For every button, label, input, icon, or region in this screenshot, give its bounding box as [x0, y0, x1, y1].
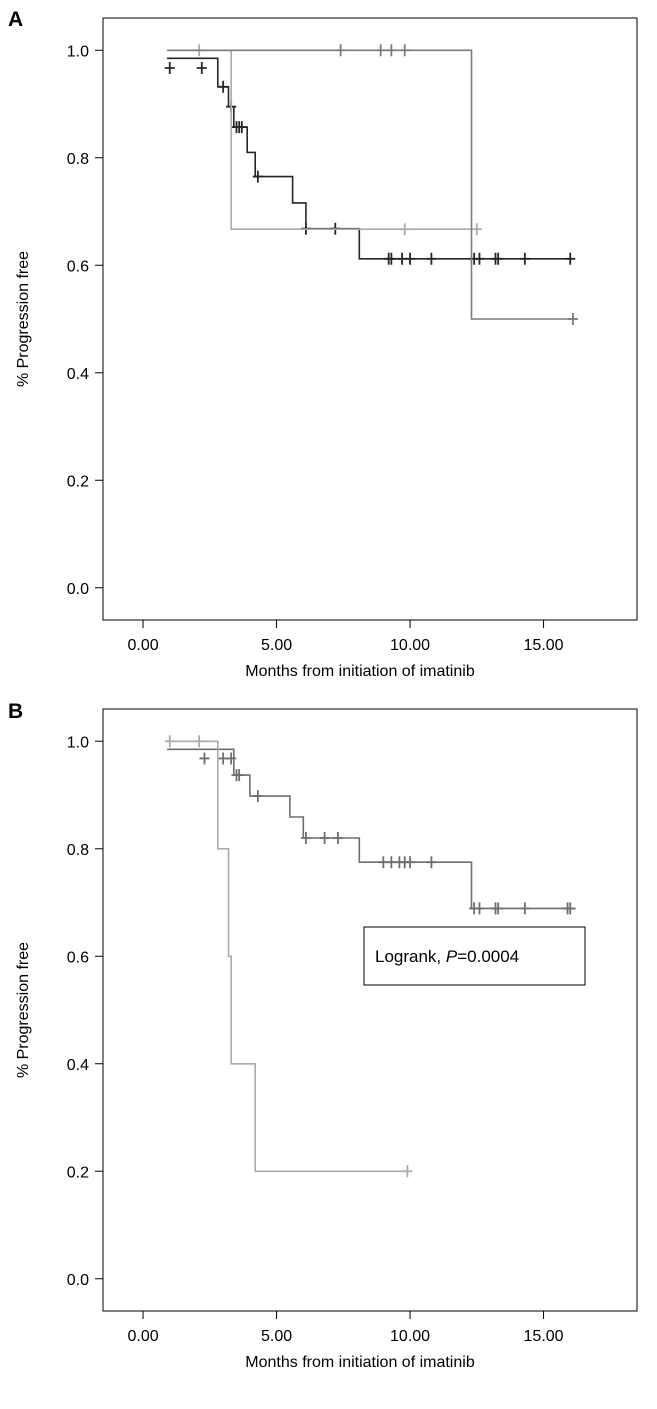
panel-a: A 0.0 0.2 0.4 0.6 0.8 1.0 0.00 5.00 10.00 15.00 Mon…: [8, 8, 638, 680]
panel-b: B 0.0 0.2 0.4 0.6 0.8 1.0 0.00 5.00 10.00 15.00 Mon…: [8, 700, 638, 1371]
panel-label: A: [8, 8, 23, 31]
y-tick-label: 0.2: [67, 473, 89, 490]
censor-mark: [519, 902, 530, 915]
x-axis-label: Months from initiation of imatinib: [245, 1354, 475, 1371]
censor-mark: [565, 902, 576, 915]
x-tick-label: 0.00: [127, 1328, 158, 1345]
x-tick-label: 15.00: [524, 637, 564, 654]
censor-mark: [226, 752, 237, 765]
x-axis-label: Months from initiation of imatinib: [245, 663, 475, 680]
y-tick-label: 0.6: [67, 949, 89, 966]
x-tick-label: 5.00: [261, 1328, 292, 1345]
series-2-line: [167, 740, 408, 1173]
censor-mark: [565, 252, 576, 265]
censor-mark: [399, 223, 410, 236]
series-2-line: [167, 49, 480, 230]
censor-mark: [405, 252, 416, 265]
censor-mark: [471, 223, 482, 236]
censor-mark: [164, 735, 175, 748]
annotation-text: Logrank, P=0.0004: [375, 947, 519, 966]
censor-mark: [252, 790, 263, 803]
censor-mark: [164, 61, 175, 74]
censor-mark: [252, 170, 263, 183]
censor-mark: [300, 832, 311, 844]
censor-mark: [386, 44, 397, 57]
y-tick-label: 0.4: [67, 1057, 89, 1074]
censor-mark: [196, 61, 207, 74]
y-tick-label: 0.8: [67, 151, 89, 168]
censor-mark: [199, 752, 210, 765]
x-tick-label: 0.00: [127, 637, 158, 654]
y-tick-label: 0.8: [67, 842, 89, 859]
censor-mark: [236, 121, 247, 134]
y-tick-label: 0.0: [67, 581, 89, 598]
censor-mark: [426, 856, 437, 869]
censor-mark: [386, 252, 397, 265]
censor-mark: [332, 832, 343, 844]
censor-mark: [474, 252, 485, 265]
y-axis-label: % Progression free: [15, 251, 32, 387]
x-tick-label: 15.00: [524, 1328, 564, 1345]
censor-mark: [402, 1165, 413, 1178]
censor-mark: [519, 252, 530, 265]
y-tick-label: 0.6: [67, 258, 89, 275]
plot-frame: [102, 17, 638, 621]
censor-mark: [194, 735, 205, 748]
censor-mark: [234, 769, 245, 782]
y-tick-label: 0.0: [67, 1272, 89, 1289]
censor-mark: [375, 44, 386, 57]
y-tick-label: 0.2: [67, 1164, 89, 1181]
censor-mark: [493, 252, 504, 265]
y-axis-label: % Progression free: [15, 942, 32, 1078]
censor-mark: [399, 44, 410, 57]
annotation-box: [363, 926, 586, 986]
x-tick-label: 10.00: [390, 637, 430, 654]
panel-label: B: [8, 700, 23, 723]
x-tick-label: 5.00: [261, 637, 292, 654]
plot-frame: [102, 708, 638, 1312]
censor-mark: [474, 902, 485, 915]
censor-mark: [426, 252, 437, 265]
censor-mark: [319, 832, 330, 844]
censor-mark: [405, 856, 416, 869]
censor-mark: [493, 902, 504, 915]
censor-mark: [567, 313, 578, 325]
x-tick-label: 10.00: [390, 1328, 430, 1345]
censor-mark: [335, 44, 346, 57]
y-tick-label: 0.4: [67, 366, 89, 383]
y-tick-label: 1.0: [67, 43, 89, 60]
censor-mark: [218, 80, 229, 93]
series-3-line: [167, 49, 576, 320]
y-tick-label: 1.0: [67, 734, 89, 751]
